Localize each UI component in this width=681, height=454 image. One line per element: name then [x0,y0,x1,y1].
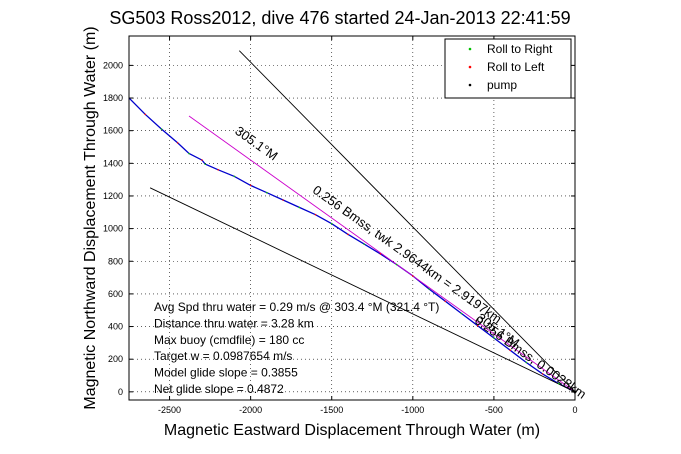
roll-right-point [460,312,463,315]
roll-left-point [144,113,147,116]
roll-left-point [282,199,284,201]
y-tick-label: 600 [108,289,123,299]
roll-left-point [201,159,203,161]
roll-right-point [395,263,398,266]
chart-title: SG503 Ross2012, dive 476 started 24-Jan-… [109,8,570,28]
x-tick-label: -1000 [401,405,424,415]
roll-left-point [509,349,511,352]
legend: Roll to Right Roll to Left pump [444,38,572,99]
roll-left-point [476,324,479,327]
y-tick-label: 1400 [103,158,123,168]
series-line [238,50,575,393]
roll-right-point [160,128,163,130]
legend-label: Roll to Left [487,60,545,74]
legend-marker [468,65,472,69]
y-tick-label: 1200 [103,191,123,201]
roll-right-point [363,243,365,245]
y-tick-label: 400 [108,322,123,332]
roll-right-point [493,337,495,339]
legend-marker [468,83,472,87]
y-tick-label: 200 [108,354,123,364]
stats-box: Avg Spd thru water = 0.29 m/s @ 303.4 °M… [154,300,439,396]
roll-right-point [428,288,430,290]
y-tick-label: 800 [108,256,123,266]
roll-left-point [217,169,219,171]
legend-label: pump [487,78,517,92]
series-line [149,187,575,393]
roll-left-point [412,275,414,277]
roll-left-point [176,142,179,144]
ticks: -2500 -2000 -1500 -1000 -500 0 0 200 400 600 800 10… [103,36,578,415]
x-axis-label: Magnetic Eastward Displacement Through W… [164,422,540,439]
roll-right-point [557,382,560,385]
roll-right-point [204,163,207,165]
roll-right-point [330,222,333,225]
stat-line: Avg Spd thru water = 0.29 m/s @ 303.4 °M… [154,300,439,314]
roll-left-point [379,253,382,255]
y-axis-label: Magnetic Northward Displacement Through … [82,26,99,409]
roll-left-point [444,300,447,303]
stat-line: Net glide slope = 0.4872 [154,382,284,396]
roll-left-point [541,373,544,375]
x-tick-label: -2500 [158,405,181,415]
legend-box [444,38,572,99]
stat-line: Target w = 0.0987654 m/s [154,349,292,363]
roll-right-point [298,206,301,209]
x-tick-label: -500 [485,405,503,415]
legend-marker [468,47,472,51]
y-tick-label: 1000 [103,224,123,234]
y-tick-label: 0 [118,387,123,397]
roll-right-point [266,191,268,194]
stat-line: Max buoy (cmdfile) = 180 cc [154,333,304,347]
roll-right-point [233,175,236,178]
x-tick-label: -2000 [239,405,262,415]
series-line [129,97,575,393]
legend-label: Roll to Right [487,42,553,56]
series-line [188,115,575,393]
y-tick-label: 2000 [103,60,123,70]
x-tick-label: -1500 [320,405,343,415]
y-tick-label: 1600 [103,126,123,136]
stat-line: Model glide slope = 0.3855 [154,366,298,380]
roll-right-point [525,361,528,364]
roll-right-point [188,152,190,155]
x-tick-label: 0 [572,405,577,415]
roll-left-point [347,233,349,236]
plot-frame [128,35,576,401]
y-tick-label: 1800 [103,93,123,103]
series-layer [129,50,577,394]
stat-line: Distance thru water = 3.28 km [154,316,314,330]
roll-left-point [249,184,252,187]
roll-left-point [314,213,317,216]
